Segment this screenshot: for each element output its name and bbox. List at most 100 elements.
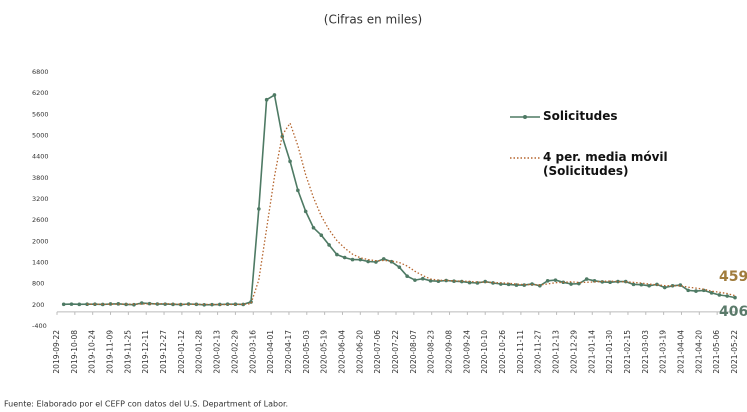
x-tick-label: 2020-09-24 bbox=[462, 330, 471, 374]
x-tick-label: 2020-09-08 bbox=[445, 330, 454, 374]
point bbox=[218, 302, 222, 307]
point bbox=[389, 259, 394, 264]
point bbox=[631, 282, 636, 287]
x-tick-label: 2020-11-11 bbox=[516, 330, 525, 374]
point bbox=[420, 276, 425, 281]
x-tick-label: 2020-07-22 bbox=[391, 330, 400, 374]
y-tick-label: 2000 bbox=[32, 237, 49, 245]
y-tick-label: 1400 bbox=[32, 259, 49, 267]
point bbox=[553, 278, 558, 282]
x-tick-label: 2020-05-19 bbox=[320, 330, 329, 374]
y-tick-label: 800 bbox=[32, 280, 44, 288]
point bbox=[670, 283, 675, 288]
legend-label: Solicitudes bbox=[543, 109, 618, 123]
point bbox=[335, 252, 339, 257]
x-tick-label: 2020-06-20 bbox=[355, 330, 364, 374]
x-tick-label: 2020-12-29 bbox=[569, 330, 578, 374]
point bbox=[264, 97, 269, 102]
point bbox=[77, 302, 82, 307]
point bbox=[327, 243, 331, 247]
point bbox=[241, 302, 246, 307]
x-tick-label: 2021-05-06 bbox=[712, 330, 721, 374]
point bbox=[108, 302, 113, 306]
point bbox=[413, 278, 417, 282]
x-tick-label: 2021-04-20 bbox=[694, 330, 703, 374]
y-tick-label: 3200 bbox=[32, 195, 49, 203]
x-tick-label: 2019-12-27 bbox=[159, 330, 168, 374]
x-tick-label: 2020-05-03 bbox=[302, 330, 311, 374]
point bbox=[717, 293, 722, 297]
y-tick-label: 6800 bbox=[32, 68, 49, 76]
x-tick-label: 2020-01-12 bbox=[177, 330, 186, 374]
x-tick-label: 2020-01-28 bbox=[195, 330, 204, 374]
x-tick-label: 2020-08-07 bbox=[409, 330, 418, 374]
point bbox=[210, 302, 214, 307]
point bbox=[709, 291, 714, 295]
point bbox=[303, 209, 308, 214]
x-tick-label: 2019-11-25 bbox=[123, 330, 132, 374]
y-tick-label: -400 bbox=[32, 322, 47, 330]
x-tick-label: 2020-04-17 bbox=[284, 330, 293, 374]
x-tick-label: 2020-02-13 bbox=[213, 330, 222, 374]
y-tick-label: 2600 bbox=[32, 216, 49, 224]
x-tick-label: 2020-10-10 bbox=[480, 330, 489, 374]
x-tick-label: 2021-04-04 bbox=[676, 330, 685, 374]
x-tick-label: 2019-12-11 bbox=[141, 330, 150, 374]
legend-label: 4 per. media móvil (Solicitudes) bbox=[543, 150, 668, 178]
x-tick-label: 2019-10-08 bbox=[70, 330, 79, 374]
point bbox=[647, 283, 651, 288]
point bbox=[514, 283, 519, 287]
x-tick-label: 2020-11-27 bbox=[534, 330, 543, 374]
point bbox=[428, 279, 433, 283]
x-tick-label: 2020-12-13 bbox=[552, 330, 561, 374]
point bbox=[444, 278, 448, 283]
end-label: 459 bbox=[719, 269, 747, 285]
x-tick-label: 2020-10-26 bbox=[498, 330, 507, 374]
y-tick-label: 5600 bbox=[32, 110, 49, 118]
x-tick-label: 2020-04-01 bbox=[266, 330, 275, 374]
x-tick-label: 2021-05-22 bbox=[730, 330, 739, 374]
point bbox=[61, 302, 66, 307]
x-tick-label: 2021-03-03 bbox=[641, 330, 650, 374]
x-tick-label: 2020-02-29 bbox=[230, 330, 239, 374]
point bbox=[662, 285, 667, 290]
point bbox=[358, 257, 363, 262]
point bbox=[350, 257, 355, 262]
series-line bbox=[87, 121, 736, 306]
x-tick-label: 2021-01-30 bbox=[605, 330, 614, 374]
point bbox=[686, 288, 690, 293]
point bbox=[725, 294, 729, 298]
y-tick-label: 3800 bbox=[32, 174, 49, 182]
y-tick-label: 5000 bbox=[32, 132, 49, 140]
x-tick-label: 2020-08-23 bbox=[427, 330, 436, 374]
y-tick-label: 200 bbox=[32, 301, 44, 309]
point bbox=[272, 93, 277, 97]
point bbox=[257, 207, 261, 211]
x-tick-label: 2019-11-09 bbox=[106, 330, 115, 374]
point bbox=[288, 159, 292, 164]
legend-marker bbox=[523, 115, 527, 119]
x-tick-label: 2020-03-16 bbox=[248, 330, 257, 374]
x-tick-label: 2021-02-15 bbox=[623, 330, 632, 374]
point bbox=[499, 282, 503, 286]
series-line bbox=[63, 93, 736, 306]
chart-title: (Cifras en miles) bbox=[324, 13, 422, 27]
end-label: 406 bbox=[719, 304, 747, 320]
point bbox=[311, 225, 316, 230]
point bbox=[545, 279, 550, 283]
point bbox=[405, 274, 409, 279]
y-tick-label: 4400 bbox=[32, 153, 49, 161]
x-tick-label: 2021-01-14 bbox=[587, 330, 596, 374]
point bbox=[694, 289, 698, 293]
point bbox=[584, 277, 589, 281]
source-note: Fuente: Elaborado por el CEFP con datos … bbox=[4, 400, 288, 409]
point bbox=[381, 257, 386, 261]
y-tick-label: 6200 bbox=[32, 89, 49, 97]
point bbox=[397, 265, 402, 269]
point bbox=[319, 233, 324, 237]
x-tick-label: 2020-07-06 bbox=[373, 330, 382, 374]
point bbox=[100, 302, 105, 307]
x-tick-label: 2019-10-24 bbox=[88, 330, 97, 374]
